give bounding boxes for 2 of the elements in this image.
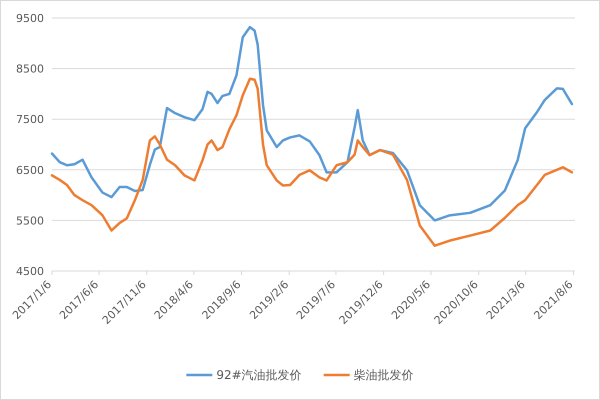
legend-label: 柴油批发价 [354,368,414,382]
legend-label: 92#汽油批发价 [216,368,302,382]
